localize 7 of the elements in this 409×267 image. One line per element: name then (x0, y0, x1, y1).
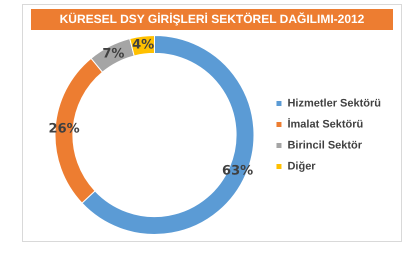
legend-label: Diğer (287, 160, 316, 173)
legend-label: İmalat Sektörü (287, 118, 364, 131)
legend-label: Birincil Sektör (287, 140, 363, 152)
chart-title: KÜRESEL DSY GİRİŞLERİ SEKTÖREL DAĞILIMI-2012 (31, 9, 393, 30)
legend-label: Hizmetler Sektörü (287, 98, 382, 110)
data-label: 4% (132, 38, 154, 53)
data-label: 7% (102, 46, 124, 62)
